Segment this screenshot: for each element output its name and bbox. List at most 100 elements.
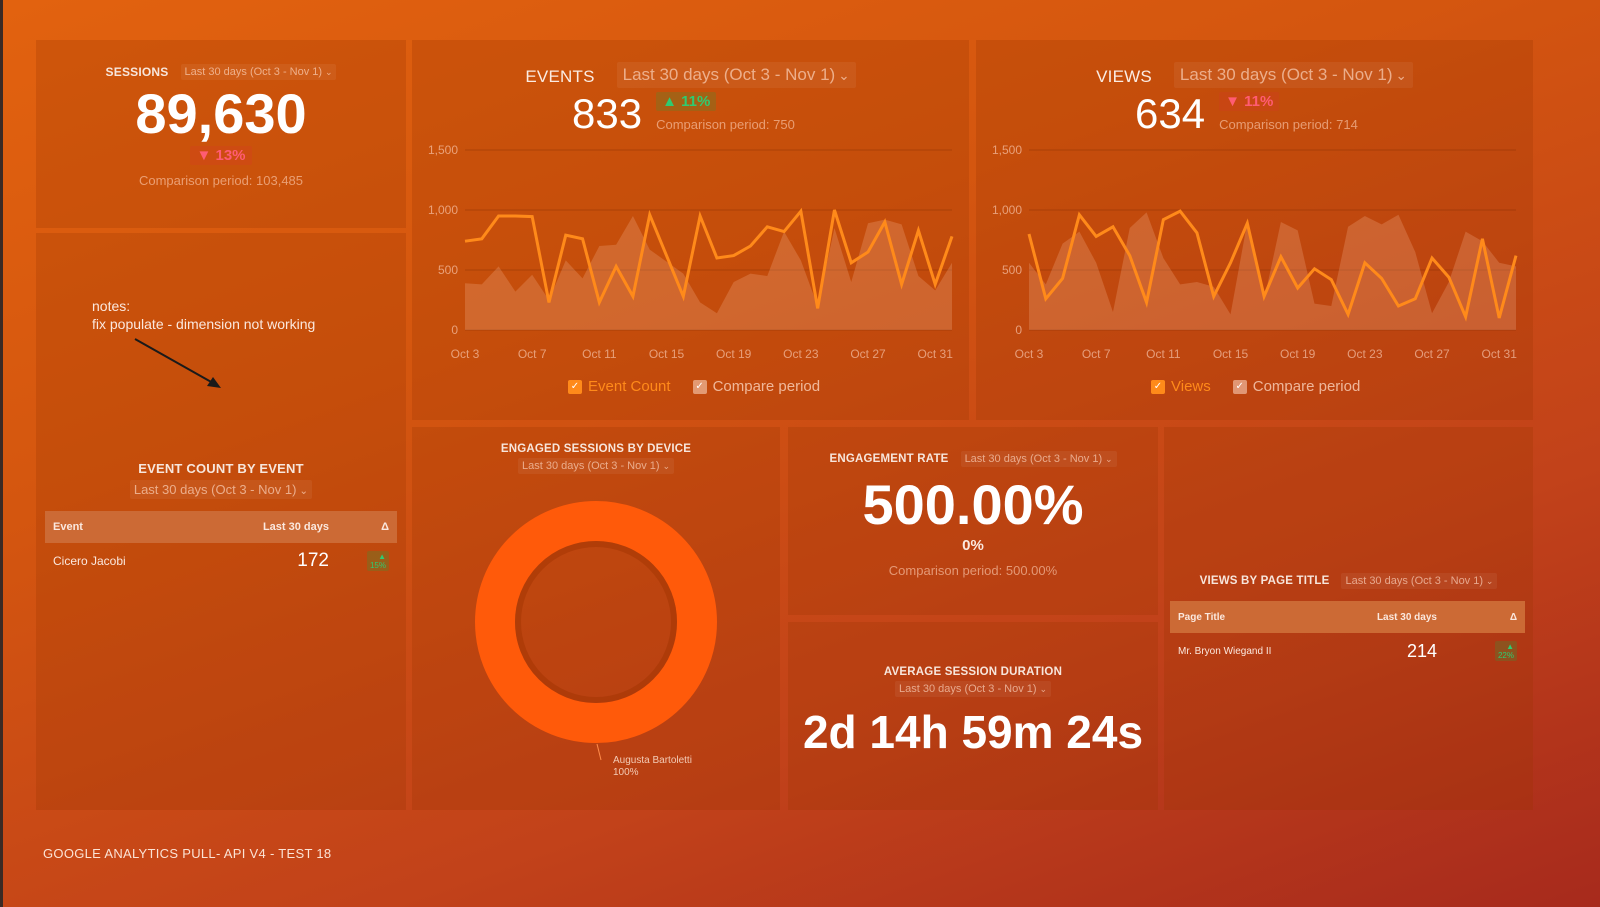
events-line-chart[interactable]: 0 500 1,000 1,500 Oct 3 Oct 7 Oct 11 Oct 15 Oct … [412,140,969,370]
dashboard-title: GOOGLE ANALYTICS PULL- API V4 - TEST 18 [43,846,332,861]
views-by-page-title-date-range[interactable]: Last 30 days (Oct 3 - Nov 1) ⌄ [1341,573,1498,589]
event-count-title: EVENT COUNT BY EVENT [138,461,304,476]
sessions-title: SESSIONS [105,65,169,79]
x-tick-label: Oct 27 [1414,347,1450,361]
notes-text: fix populate - dimension not working [92,316,316,332]
engagement-rate-comparison: Comparison period: 500.00% [888,563,1058,578]
chevron-down-icon: ⌄ [1486,576,1494,586]
chevron-down-icon: ⌄ [1039,684,1047,694]
checkbox-checked-icon: ✓ [692,379,707,394]
engaged-sessions-widget: ENGAGED SESSIONS BY DEVICE Last 30 days … [412,427,780,810]
engaged-sessions-title: ENGAGED SESSIONS BY DEVICE [500,443,692,455]
sessions-value: 89,630 [135,82,307,145]
x-tick-label: Oct 27 [850,347,886,361]
views-date-range[interactable]: Last 30 days (Oct 3 - Nov 1) ⌄ [1173,62,1413,88]
views-by-page-title-widget: VIEWS BY PAGE TITLE Last 30 days (Oct 3 … [1164,427,1533,810]
x-tick-label: Oct 11 [582,347,617,361]
x-tick-label: Oct 3 [451,347,480,361]
checkbox-checked-icon: ✓ [1151,379,1165,394]
annotation-arrow-icon [134,338,221,388]
events-date-range[interactable]: Last 30 days (Oct 3 - Nov 1) ⌄ [616,62,856,88]
chevron-down-icon: ⌄ [1395,68,1407,83]
legend-views[interactable]: ✓ Views [1151,378,1211,395]
event-delta-badge: ▲ 15% [366,551,389,571]
column-header-delta[interactable]: Δ [358,511,397,543]
legend-compare-period[interactable]: ✓ Compare period [692,378,820,395]
table-row[interactable]: Mr. Bryon Wiegand II 214 ▲ 22% [1170,633,1525,669]
y-tick-label: 500 [1002,263,1022,277]
page-title-name: Mr. Bryon Wiegand II [1178,645,1272,657]
views-change-badge: ▼ 11% [1219,92,1280,111]
events-title: EVENTS [525,67,595,86]
engagement-rate-value: 500.00% [862,473,1084,536]
table-row[interactable]: Cicero Jacobi 172 ▲ 15% [45,543,397,579]
x-tick-label: Oct 23 [783,347,819,361]
avg-session-duration-widget: AVERAGE SESSION DURATION Last 30 days (O… [788,622,1158,810]
donut-inner-ring [515,541,677,703]
chevron-down-icon: ⌄ [325,67,333,77]
x-tick-label: Oct 19 [716,347,752,361]
chevron-down-icon: ⌄ [838,68,850,83]
events-widget: EVENTS Last 30 days (Oct 3 - Nov 1) ⌄ 833… [412,40,969,420]
donut-slice[interactable] [475,501,717,743]
views-legend: ✓ Views ✓ Compare period [1151,378,1360,395]
x-tick-label: Oct 31 [918,347,954,361]
legend-compare-period[interactable]: ✓ Compare period [1232,378,1360,395]
avg-session-duration-value: 2d 14h 59m 24s [802,706,1144,758]
chart-plot-area[interactable]: 0 500 1,000 1,500 Oct 3 Oct 7 Oct 11 Oct 15 Oct … [976,140,1533,370]
views-value: 634 [1135,90,1206,137]
y-tick-label: 500 [438,263,458,277]
device-donut-chart[interactable] [474,500,724,750]
y-tick-label: 1,000 [992,203,1022,217]
events-value: 833 [572,90,643,137]
sessions-change-badge: ▼ 13% [190,146,252,165]
column-header-delta[interactable]: Δ [1486,601,1525,633]
column-header-event[interactable]: Event [45,511,190,543]
avg-session-duration-date-range[interactable]: Last 30 days (Oct 3 - Nov 1) ⌄ [895,681,1051,697]
legend-event-count[interactable]: ✓ Event Count [568,378,671,395]
event-name: Cicero Jacobi [53,554,126,568]
views-title: VIEWS [1096,67,1152,86]
checkbox-checked-icon: ✓ [568,379,582,394]
notes-label: notes: [92,298,131,314]
x-tick-label: Oct 3 [1015,347,1044,361]
avg-session-duration-title: AVERAGE SESSION DURATION [883,666,1063,678]
event-count-date-range[interactable]: Last 30 days (Oct 3 - Nov 1) ⌄ [129,480,313,499]
events-comparison: Comparison period: 750 [656,117,795,132]
views-by-page-title-title: VIEWS BY PAGE TITLE [1199,575,1330,587]
chevron-down-icon: ⌄ [299,486,309,497]
checkbox-checked-icon: ✓ [1232,379,1247,394]
views-widget: VIEWS Last 30 days (Oct 3 - Nov 1) ⌄ 634 … [976,40,1533,420]
chart-plot-area[interactable]: 0 500 1,000 1,500 Oct 3 Oct 7 Oct 11 Oct 15 Oct … [412,140,969,370]
column-header-page-title[interactable]: Page Title [1170,601,1323,633]
views-comparison: Comparison period: 714 [1219,117,1358,132]
column-header-last-30-days[interactable]: Last 30 days [189,511,359,543]
engagement-rate-widget: ENGAGEMENT RATE Last 30 days (Oct 3 - No… [788,427,1158,615]
events-change-badge: ▲ 11% [656,92,717,111]
notes-annotation: notes: fix populate - dimension not work… [92,297,315,333]
event-count-by-event-widget: notes: fix populate - dimension not work… [36,233,406,810]
y-tick-label: 1,500 [992,143,1022,157]
y-tick-label: 0 [451,323,458,337]
x-tick-label: Oct 31 [1482,347,1518,361]
event-value: 172 [297,550,329,571]
sessions-date-range[interactable]: Last 30 days (Oct 3 - Nov 1) ⌄ [180,64,337,80]
event-count-table: Event Last 30 days Δ Cicero Jacobi 172 ▲… [45,511,397,579]
table-header-row: Event Last 30 days Δ [45,511,397,543]
views-line-chart[interactable]: 0 500 1,000 1,500 Oct 3 Oct 7 Oct 11 Oct 15 Oct … [976,140,1533,370]
donut-label-leader-line [596,743,602,761]
donut-slice-label: Augusta Bartoletti 100% [613,755,692,778]
page-title-delta-badge: ▲ 22% [1494,641,1517,661]
engagement-rate-date-range[interactable]: Last 30 days (Oct 3 - Nov 1) ⌄ [960,451,1117,467]
column-header-last-30-days[interactable]: Last 30 days [1322,601,1487,633]
table-header-row: Page Title Last 30 days Δ [1170,601,1525,633]
x-tick-label: Oct 7 [1082,347,1111,361]
sessions-widget: SESSIONS Last 30 days (Oct 3 - Nov 1) ⌄ 8… [36,40,406,228]
engaged-sessions-date-range[interactable]: Last 30 days (Oct 3 - Nov 1) ⌄ [518,458,674,474]
x-tick-label: Oct 19 [1280,347,1316,361]
x-tick-label: Oct 23 [1347,347,1383,361]
primary-series-line[interactable] [464,207,954,309]
views-by-page-title-table: Page Title Last 30 days Δ Mr. Bryon Wieg… [1170,601,1525,669]
x-tick-label: Oct 11 [1146,347,1181,361]
primary-series-line[interactable] [1027,209,1518,322]
